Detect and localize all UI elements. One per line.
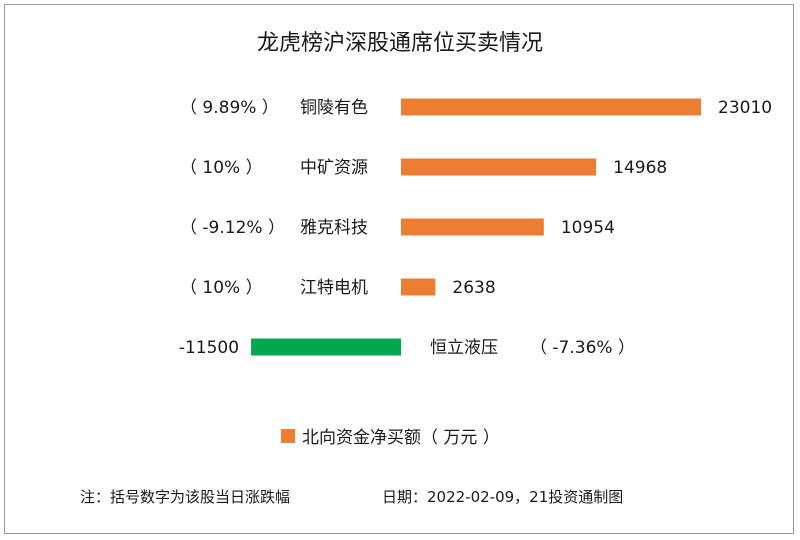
change-label-0: （ 9.89% ） (180, 98, 279, 118)
category-label-1: 中矿资源 (300, 158, 368, 178)
category-label-2: 雅克科技 (300, 218, 368, 238)
bar-4 (251, 338, 401, 356)
bar-2 (401, 218, 544, 236)
footnote-note: 注：括号数字为该股当日涨跌幅 (80, 488, 290, 506)
value-label-2: 10954 (561, 218, 615, 238)
chart-title: 龙虎榜沪深股通席位买卖情况 (257, 31, 543, 56)
legend-label: 北向资金净买额（ 万元 ） (302, 428, 500, 448)
bar-1 (401, 158, 597, 176)
legend-swatch (281, 429, 295, 443)
value-label-1: 14968 (613, 158, 667, 178)
footnote-date: 日期：2022-02-09，21投资通制图 (382, 488, 623, 506)
change-label-1: （ 10% ） (180, 158, 263, 178)
legend: 北向资金净买额（ 万元 ） (281, 428, 500, 448)
change-label-3: （ 10% ） (180, 278, 263, 298)
category-label-4: 恒立液压 (430, 338, 498, 358)
bar-0 (401, 98, 701, 116)
chart-frame (4, 4, 794, 534)
change-label-4: （ -7.36% ） (530, 338, 635, 358)
category-label-3: 江特电机 (300, 278, 368, 298)
value-label-3: 2638 (452, 278, 495, 298)
category-label-0: 铜陵有色 (300, 98, 368, 118)
value-label-0: 23010 (718, 98, 772, 118)
value-label-4: -11500 (179, 338, 239, 358)
change-label-2: （ -9.12% ） (180, 218, 285, 238)
bar-3 (401, 278, 436, 296)
bars-layer: 23010 铜陵有色 （ 9.89% ） 14968 中矿资源 （ 10% ） 10954 雅… (179, 98, 772, 358)
